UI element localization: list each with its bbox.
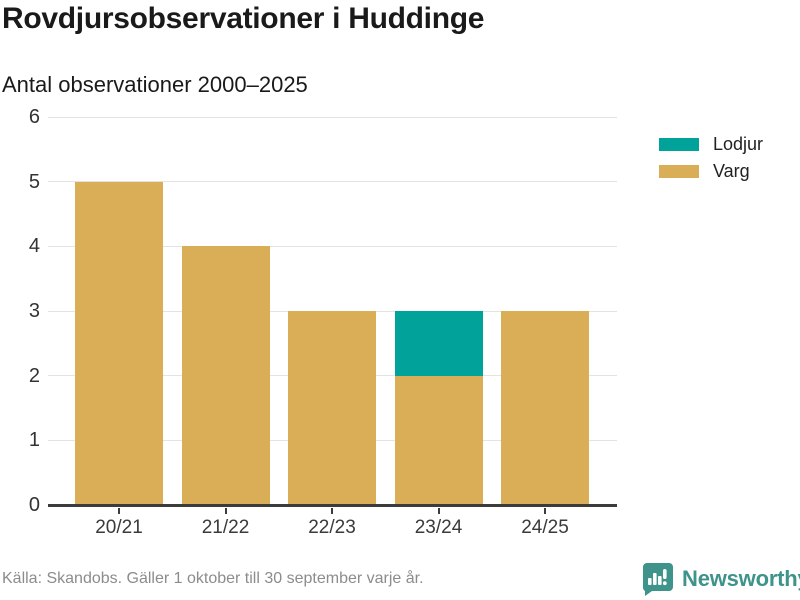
legend: Lodjur Varg xyxy=(659,133,763,182)
legend-label: Varg xyxy=(713,160,750,181)
legend-swatch xyxy=(659,164,699,178)
legend-swatch xyxy=(659,137,699,151)
source-note: Källa: Skandobs. Gäller 1 oktober till 3… xyxy=(2,570,424,587)
bar-segment-varg xyxy=(394,375,483,505)
gridline xyxy=(48,116,617,118)
chart-subtitle: Antal observationer 2000–2025 xyxy=(2,72,308,97)
bar-segment-varg xyxy=(75,181,163,505)
bar-segment-varg xyxy=(181,246,270,505)
page-title: Rovdjursobservationer i Huddinge xyxy=(2,2,485,35)
x-axis-tick xyxy=(437,508,440,514)
legend-item-varg: Varg xyxy=(659,160,763,182)
x-axis-tick xyxy=(224,508,227,514)
gridline xyxy=(48,245,617,247)
bar-segment-varg xyxy=(288,311,376,505)
y-axis-tick-label: 0 xyxy=(28,494,40,516)
brand-logo: Newsworthy xyxy=(640,561,800,597)
y-axis-tick-label: 3 xyxy=(28,300,40,322)
x-axis-tick-label: 23/24 xyxy=(414,517,463,538)
y-axis-tick-label: 1 xyxy=(28,429,40,452)
x-axis-tick xyxy=(118,508,120,514)
gridline xyxy=(48,181,617,183)
bar-segment-varg xyxy=(501,311,589,505)
y-axis-tick-label: 6 xyxy=(28,106,40,128)
bar-chart-speech-bubble-icon xyxy=(642,563,673,596)
x-axis-tick-label: 21/22 xyxy=(201,517,250,538)
legend-label: Lodjur xyxy=(713,133,764,154)
legend-item-lodjur: Lodjur xyxy=(659,133,763,155)
x-axis-tick-label: 22/23 xyxy=(308,517,356,538)
y-axis-tick-label: 5 xyxy=(28,170,40,193)
brand-name: Newsworthy xyxy=(682,566,800,591)
y-axis-tick-label: 4 xyxy=(28,235,40,258)
bar-segment-lodjur xyxy=(394,311,483,376)
x-axis-tick xyxy=(331,508,333,514)
x-axis-tick-label: 24/25 xyxy=(521,517,569,538)
y-axis-tick-label: 2 xyxy=(28,364,40,387)
x-axis-tick xyxy=(544,508,546,514)
x-axis-tick-label: 20/21 xyxy=(95,517,143,538)
x-axis-line xyxy=(48,504,617,507)
